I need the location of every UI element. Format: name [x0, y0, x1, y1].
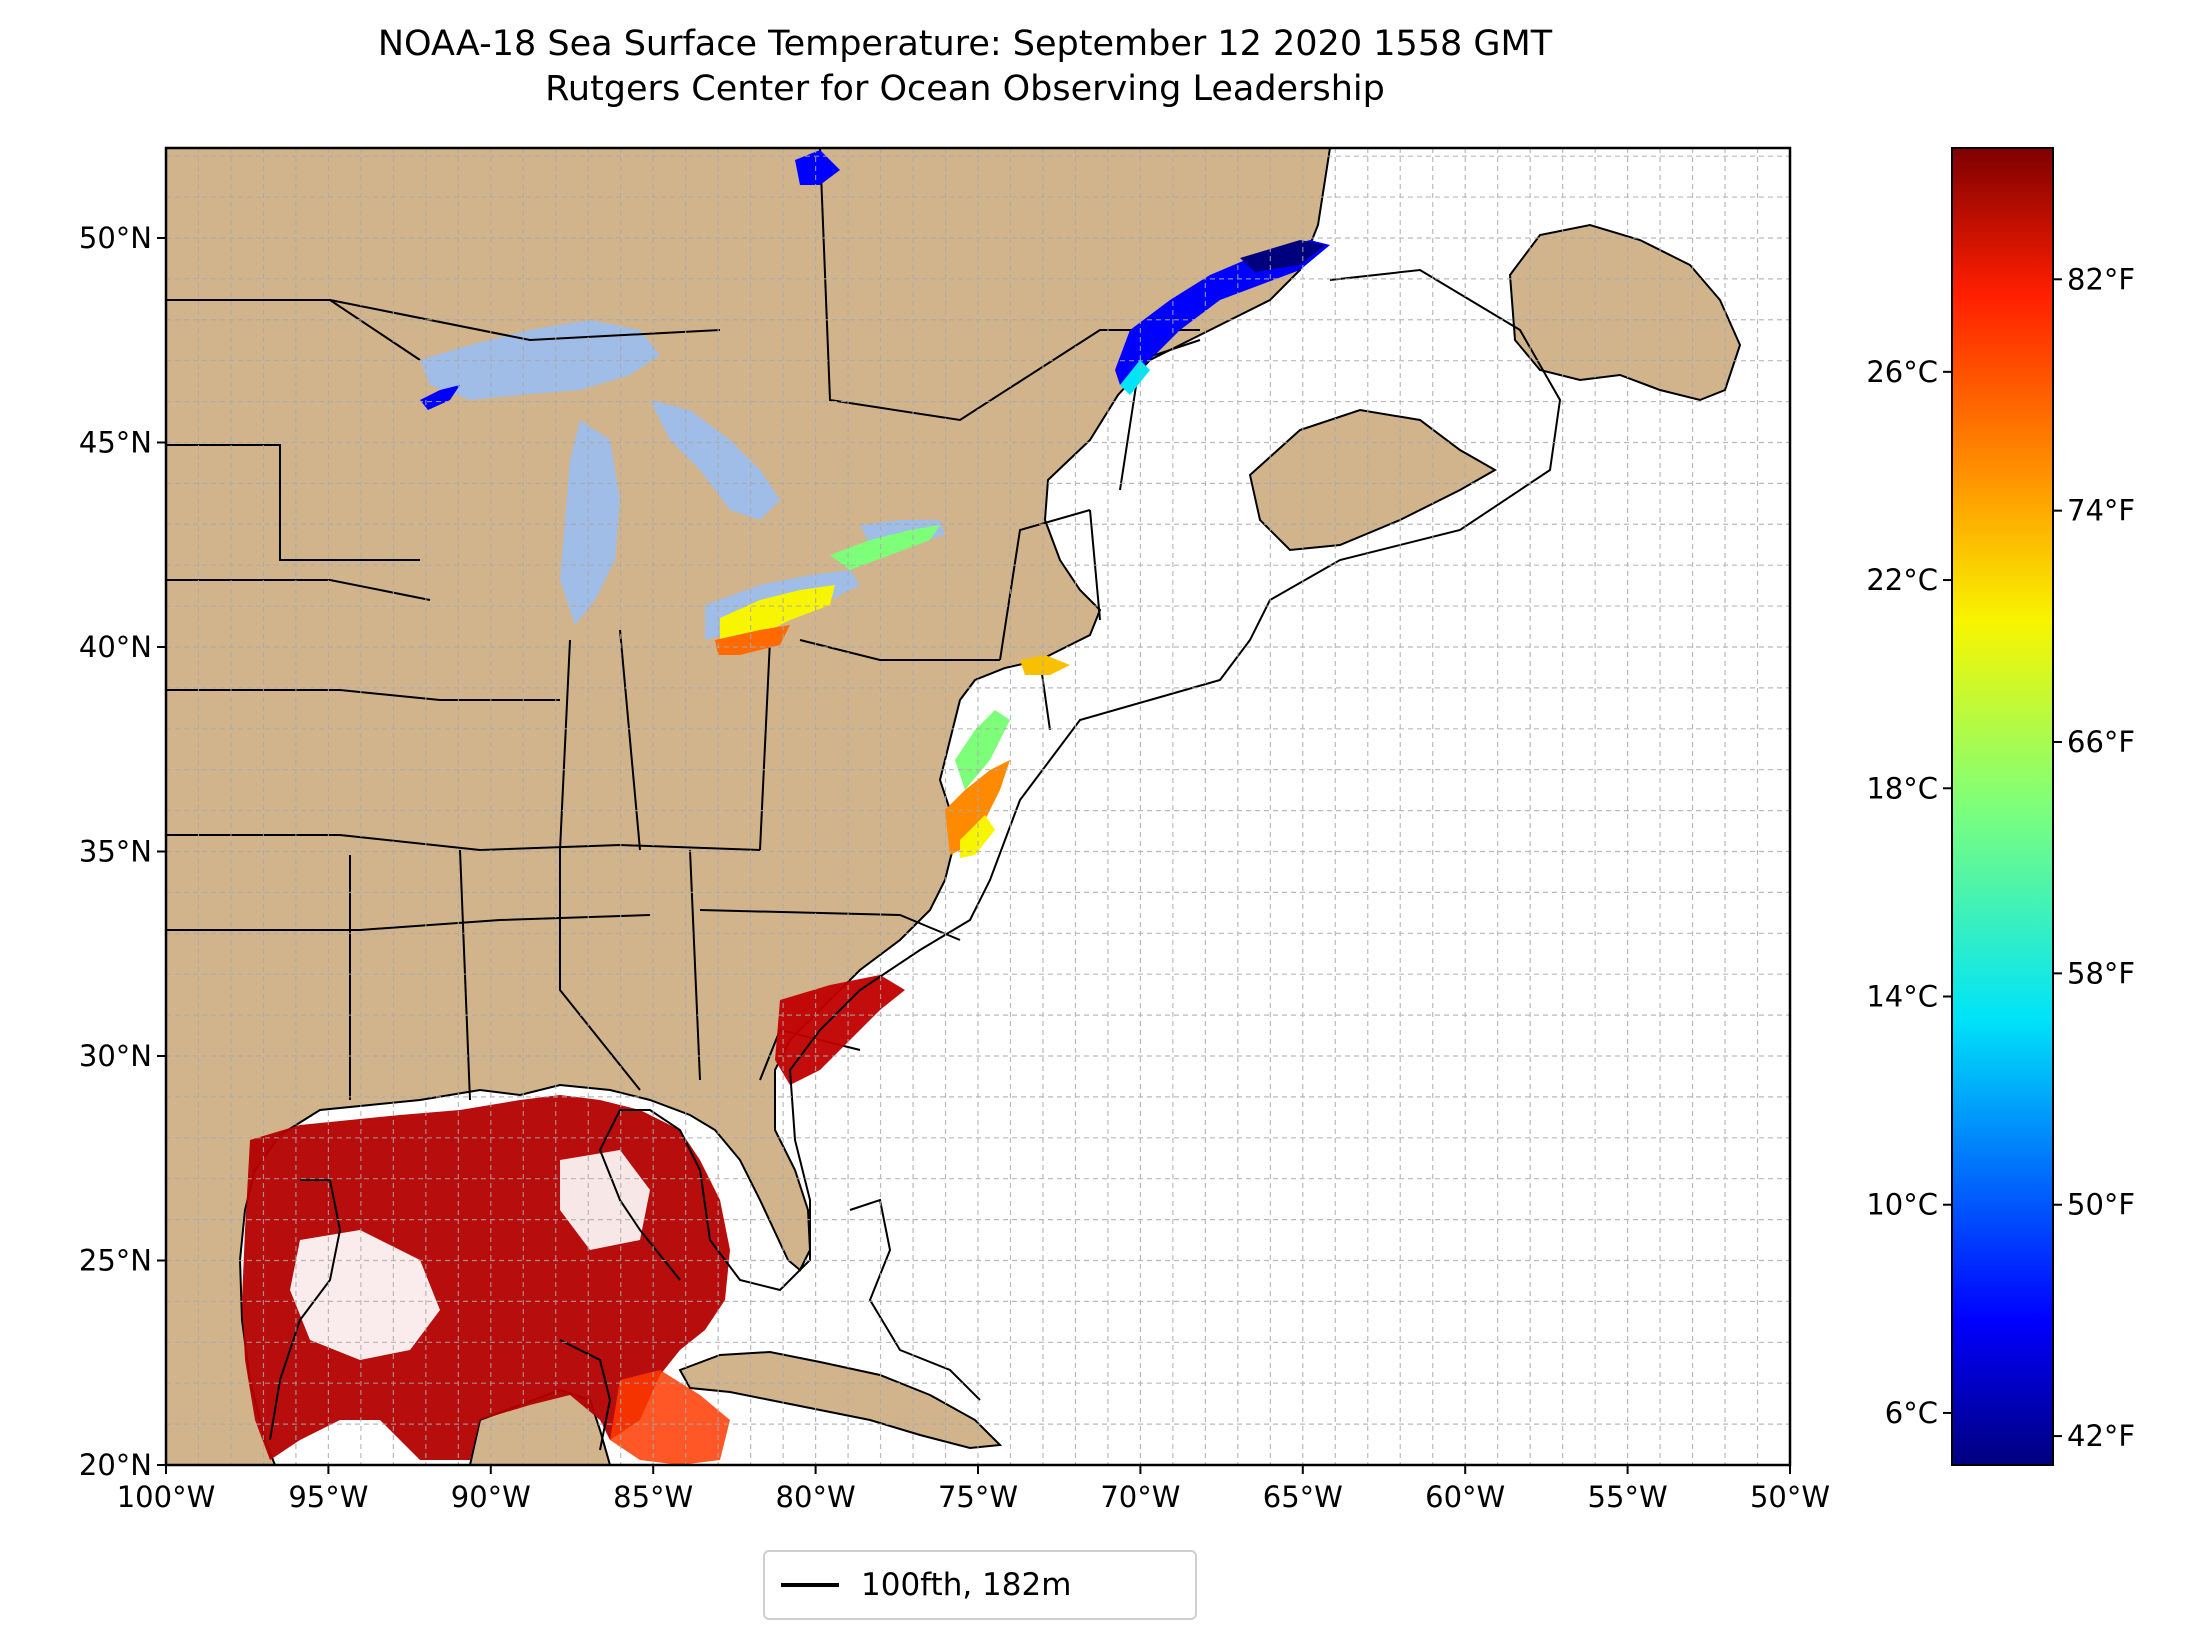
y-tick-label: 30°N	[79, 1039, 152, 1073]
x-tick-label: 50°W	[1750, 1480, 1830, 1514]
title-line-2: Rutgers Center for Ocean Observing Leade…	[545, 69, 1385, 109]
y-tick-label: 50°N	[79, 221, 152, 255]
legend: 100fth, 182m	[763, 1550, 1197, 1620]
graticule	[165, 148, 1791, 1466]
celsius-tick-label: 26°C	[1866, 355, 1938, 389]
celsius-tick-label: 18°C	[1866, 771, 1938, 805]
legend-line-swatch	[781, 1583, 839, 1587]
celsius-tick-label: 10°C	[1866, 1188, 1938, 1222]
x-tick-label: 90°W	[451, 1480, 531, 1514]
x-tick-label: 55°W	[1588, 1480, 1668, 1514]
fahrenheit-tick-label: 50°F	[2067, 1188, 2135, 1222]
newfoundland-land	[1508, 223, 1742, 402]
legend-label: 100fth, 182m	[861, 1567, 1072, 1603]
x-tick-label: 60°W	[1425, 1480, 1505, 1514]
x-tick-label: 100°W	[117, 1480, 216, 1514]
cuba-land	[678, 1350, 1003, 1450]
fahrenheit-tick-label: 74°F	[2067, 494, 2135, 528]
map-title: NOAA-18 Sea Surface Temperature: Septemb…	[0, 22, 1930, 112]
fahrenheit-tick-label: 42°F	[2067, 1419, 2135, 1453]
x-tick-label: 65°W	[1263, 1480, 1343, 1514]
fahrenheit-tick-label: 82°F	[2067, 262, 2135, 296]
sst-observations	[242, 150, 1330, 1465]
x-tick-label: 85°W	[613, 1480, 693, 1514]
x-tick-label: 80°W	[776, 1480, 856, 1514]
title-line-1: NOAA-18 Sea Surface Temperature: Septemb…	[377, 24, 1553, 64]
colorbar-celsius-axis: 6°C 10°C 14°C 18°C 22°C 26°C	[1866, 355, 1952, 1430]
y-tick-label: 45°N	[79, 425, 152, 459]
political-borders	[166, 148, 1201, 1101]
nova-scotia-land	[1248, 408, 1498, 552]
y-tick-label: 20°N	[79, 1448, 152, 1482]
y-tick-label: 35°N	[79, 834, 152, 868]
celsius-tick-label: 6°C	[1885, 1396, 1938, 1430]
longitude-axis: 100°W 95°W 90°W 85°W 80°W 75°W 70°W 65°W 60°W 55°…	[117, 1465, 1830, 1514]
isobath-100fth	[269, 268, 1562, 1451]
x-tick-label: 75°W	[938, 1480, 1018, 1514]
colorbar	[1951, 147, 2054, 1466]
fahrenheit-tick-label: 58°F	[2067, 956, 2135, 990]
x-tick-label: 70°W	[1100, 1480, 1180, 1514]
fahrenheit-tick-label: 66°F	[2067, 725, 2135, 759]
x-tick-label: 95°W	[288, 1480, 368, 1514]
y-tick-label: 40°N	[79, 630, 152, 664]
celsius-tick-label: 14°C	[1866, 980, 1938, 1014]
celsius-tick-label: 22°C	[1866, 563, 1938, 597]
y-tick-label: 25°N	[79, 1243, 152, 1277]
colorbar-fahrenheit-axis: 42°F 50°F 58°F 66°F 74°F 82°F	[2053, 262, 2135, 1453]
latitude-axis: 20°N 25°N 30°N 35°N 40°N 45°N 50°N	[79, 221, 166, 1482]
